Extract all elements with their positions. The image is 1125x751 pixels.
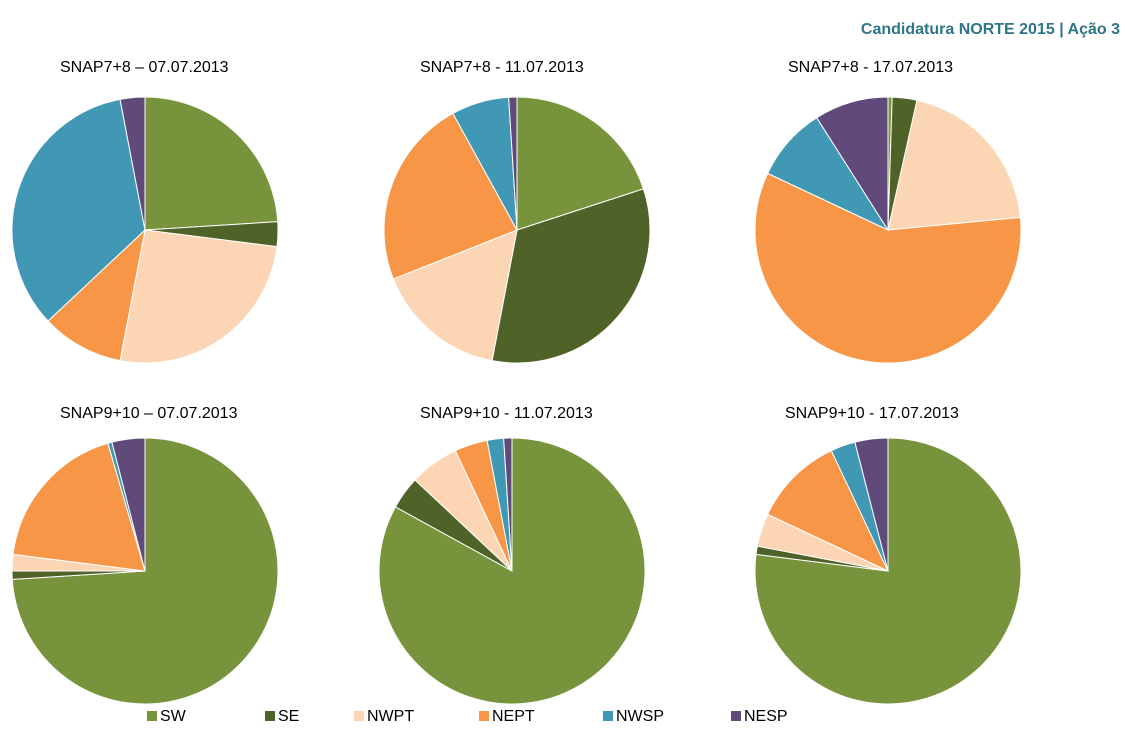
pie-slice — [119, 96, 146, 231]
legend-label: NEPT — [492, 708, 535, 725]
pie-slice — [854, 437, 889, 572]
legend-swatch — [265, 711, 275, 721]
pie-slice — [816, 96, 889, 232]
pie-title: SNAP9+10 – 07.07.2013 — [60, 405, 238, 422]
legend-swatch — [603, 711, 613, 721]
legend-label: SW — [160, 708, 187, 725]
pie-title: SNAP7+8 - 17.07.2013 — [788, 59, 953, 76]
pie-title: SNAP9+10 - 17.07.2013 — [785, 405, 959, 422]
pie-slice — [491, 188, 651, 364]
legend-swatch — [731, 711, 741, 721]
pie-slice — [12, 442, 146, 572]
pie-slice — [754, 172, 1022, 364]
pie-title: SNAP9+10 - 11.07.2013 — [420, 405, 593, 422]
legend-label: SE — [278, 708, 299, 725]
pie-slice — [887, 99, 1021, 231]
pie-slice — [47, 228, 146, 362]
pie-title: SNAP7+8 – 07.07.2013 — [60, 59, 229, 76]
pie-slice — [144, 96, 279, 231]
pie-slice — [111, 437, 146, 572]
legend-label: NWPT — [367, 708, 414, 725]
legend-label: NESP — [744, 708, 788, 725]
legend-swatch — [147, 711, 157, 721]
pie-slice — [119, 229, 278, 364]
pie-slice — [503, 437, 513, 572]
pie-title: SNAP7+8 - 11.07.2013 — [420, 59, 584, 76]
pie-slice — [766, 449, 890, 573]
legend-swatch — [354, 711, 364, 721]
legend-swatch — [479, 711, 489, 721]
pie-slice — [383, 112, 518, 280]
pie-slice — [516, 96, 645, 231]
pie-slice — [508, 96, 518, 231]
pie-slice — [392, 229, 518, 362]
pie-slice — [11, 98, 146, 322]
legend-label: NWSP — [616, 708, 664, 725]
header: Candidatura NORTE 2015 | Ação 3 — [861, 21, 1120, 38]
